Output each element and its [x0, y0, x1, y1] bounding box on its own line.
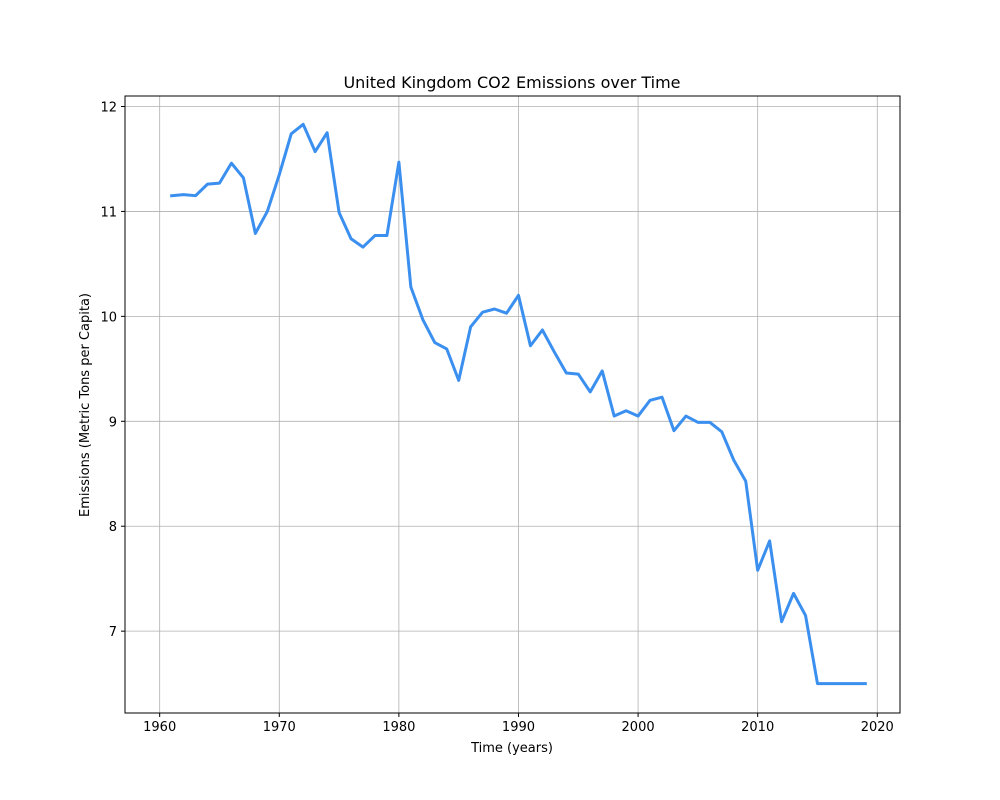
x-tick-label: 1970: [263, 720, 296, 735]
series-layer: [170, 122, 867, 686]
y-tick-label: 12: [100, 100, 117, 115]
y-tick-label: 7: [109, 625, 117, 640]
grid: [125, 96, 900, 713]
y-axis-label: Emissions (Metric Tons per Capita): [78, 293, 93, 517]
x-tick-label: 1980: [382, 720, 415, 735]
emissions-line: [170, 122, 867, 686]
y-tick-label: 10: [100, 310, 117, 325]
y-tick-label: 11: [100, 205, 117, 220]
y-tick-label: 9: [109, 415, 117, 430]
x-tick-label: 1990: [502, 720, 535, 735]
x-axis-label: Time (years): [470, 741, 553, 756]
plot-frame: [124, 95, 901, 714]
x-tick-label: 1960: [143, 720, 176, 735]
y-tick-label: 8: [109, 520, 117, 535]
x-tick-label: 2010: [741, 720, 774, 735]
x-tick-label: 2000: [622, 720, 655, 735]
ticks: 1960 1970 1980 1990 2000 2010 2020 7 8 9 10 11 12: [100, 100, 893, 735]
x-tick-label: 2020: [861, 720, 894, 735]
chart-title: United Kingdom CO2 Emissions over Time: [343, 73, 680, 92]
